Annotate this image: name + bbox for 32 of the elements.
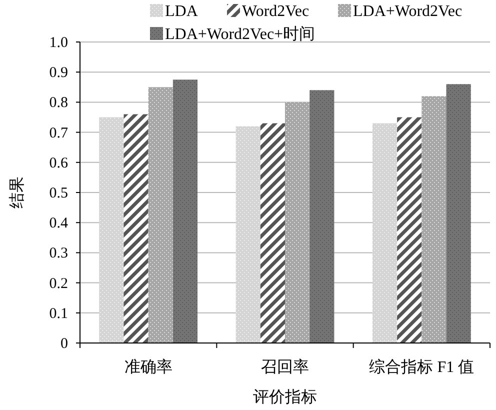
x-axis-title: 评价指标 [253, 388, 317, 406]
y-tick-label: 0.1 [49, 306, 68, 322]
y-tick-label: 0.3 [49, 246, 68, 262]
y-tick-label: 1.0 [49, 35, 68, 51]
bar [124, 114, 148, 343]
bar [310, 90, 334, 343]
y-axis-title: 结果 [8, 176, 26, 208]
bar [236, 126, 260, 343]
bar [99, 117, 124, 343]
legend-label: Word2Vec [242, 3, 310, 20]
y-tick-label: 0.8 [49, 95, 68, 112]
bar [422, 96, 446, 343]
y-tick-label: 0.4 [49, 216, 68, 232]
y-tick-label: 0.7 [49, 125, 68, 142]
legend-label: LDA [165, 3, 198, 20]
bar [172, 80, 198, 343]
bar [446, 84, 471, 343]
bar [285, 102, 310, 343]
x-tick-label: 综合指标 F1 值 [369, 358, 474, 376]
x-tick-label: 准确率 [124, 358, 172, 376]
y-tick-label: 0.9 [49, 65, 68, 82]
bar [372, 123, 398, 343]
y-tick-label: 0.5 [49, 186, 68, 202]
bar [397, 117, 422, 343]
legend-label: LDA+Word2Vec+时间 [165, 25, 316, 43]
y-tick-label: 0.6 [49, 155, 68, 172]
bar [260, 123, 285, 343]
bar [148, 87, 173, 343]
y-tick-label: 0.2 [49, 276, 68, 292]
x-tick-label: 召回率 [261, 358, 309, 376]
y-tick-label: 0 [60, 336, 68, 352]
legend-label: LDA+Word2Vec [353, 3, 462, 20]
